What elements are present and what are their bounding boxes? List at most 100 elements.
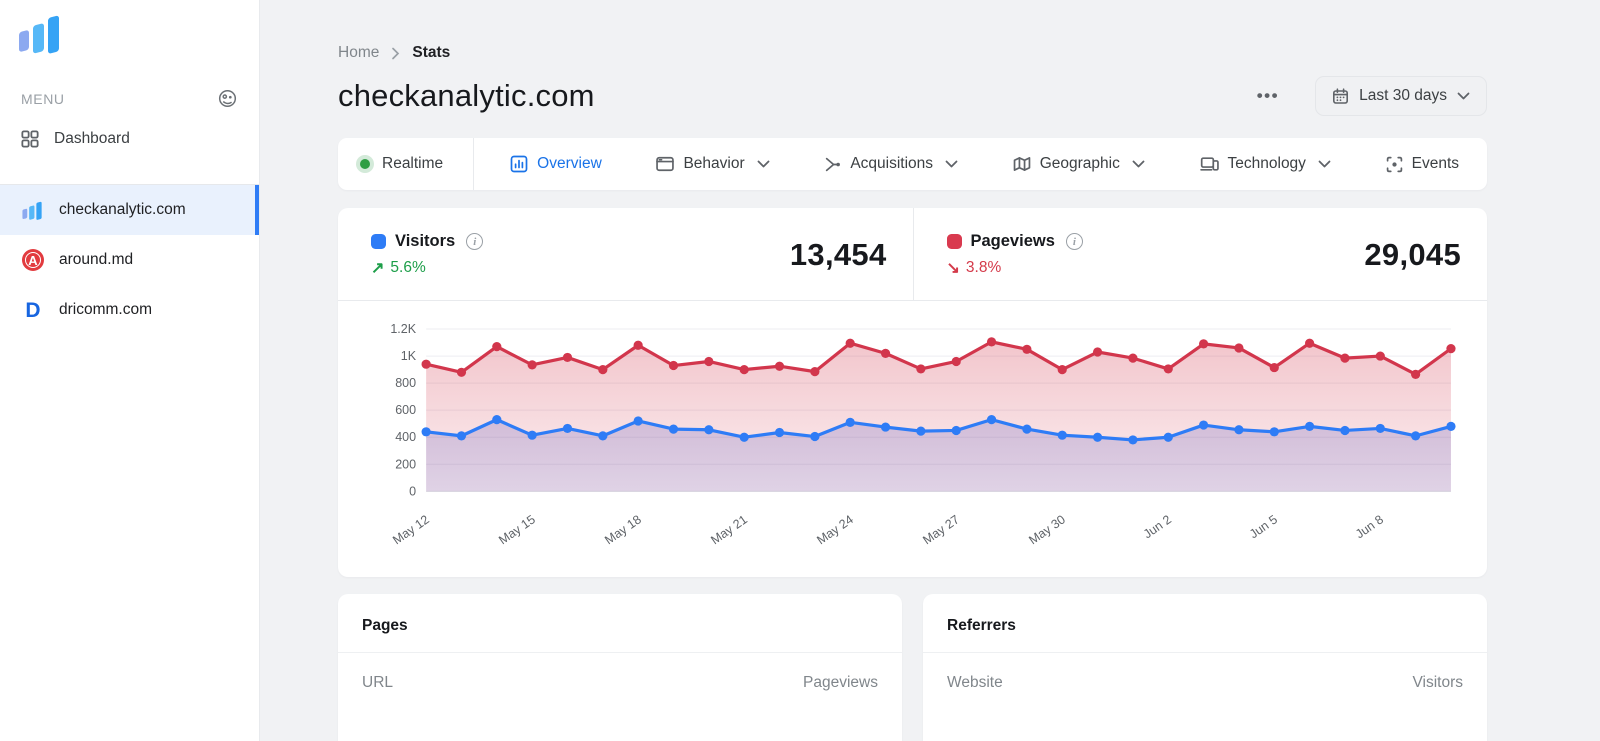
chevron-down-icon bbox=[945, 160, 958, 168]
breadcrumb-current: Stats bbox=[412, 44, 451, 61]
main-content: Home Stats checkanalytic.com ••• Last 30… bbox=[260, 0, 1600, 741]
overview-icon bbox=[510, 155, 528, 173]
dricomm-site-icon: D bbox=[25, 298, 41, 322]
svg-text:May 27: May 27 bbox=[920, 512, 962, 547]
panel-divider bbox=[338, 652, 902, 654]
stat-change: 5.6% bbox=[390, 259, 426, 276]
svg-text:May 18: May 18 bbox=[602, 512, 644, 547]
behavior-icon bbox=[656, 156, 675, 172]
svg-text:800: 800 bbox=[395, 376, 416, 390]
around-site-icon: A bbox=[21, 248, 45, 272]
site-label: checkanalytic.com bbox=[59, 201, 186, 218]
svg-text:0: 0 bbox=[409, 484, 416, 498]
tab-label: Overview bbox=[537, 155, 602, 172]
realtime-dot bbox=[360, 159, 373, 169]
sidebar-item-label: Dashboard bbox=[54, 130, 130, 147]
series-swatch bbox=[371, 234, 386, 249]
info-icon[interactable]: i bbox=[466, 233, 484, 250]
tabbar-divider bbox=[473, 138, 475, 190]
svg-text:Jun 5: Jun 5 bbox=[1247, 512, 1280, 541]
chevron-down-icon bbox=[1132, 160, 1145, 168]
stat-value: 13,454 bbox=[789, 237, 887, 272]
stat-card-pageviews: Pageviews i ↘ 3.8% 29,045 bbox=[912, 208, 1488, 300]
chevron-down-icon bbox=[757, 160, 770, 168]
technology-icon bbox=[1199, 156, 1219, 172]
tab-events[interactable]: Events bbox=[1386, 155, 1459, 173]
geographic-icon bbox=[1013, 156, 1031, 172]
app-logo-icon[interactable] bbox=[16, 10, 66, 56]
site-label: around.md bbox=[59, 251, 134, 268]
calendar-icon bbox=[1332, 87, 1349, 105]
tab-label: Acquisitions bbox=[850, 155, 934, 172]
column-header: Pageviews bbox=[803, 674, 878, 692]
sidebar-item-dashboard[interactable]: Dashboard bbox=[0, 118, 259, 160]
support-icon[interactable] bbox=[218, 89, 237, 108]
tab-label: Behavior bbox=[683, 155, 745, 172]
panel-referrers: Referrers Website Visitors bbox=[923, 594, 1487, 741]
stat-card-visitors: Visitors i ↗ 5.6% 13,454 bbox=[338, 208, 913, 300]
svg-text:May 24: May 24 bbox=[814, 512, 856, 547]
tab-label: Technology bbox=[1227, 155, 1306, 172]
menu-header: MENU bbox=[0, 89, 259, 108]
panel-divider bbox=[923, 652, 1487, 654]
checkanalytic-logo-icon bbox=[21, 198, 45, 222]
tab-label: Geographic bbox=[1039, 155, 1120, 172]
trend-up-arrow-icon: ↗ bbox=[371, 260, 385, 277]
breadcrumb-home[interactable]: Home bbox=[338, 44, 380, 61]
tab-label: Events bbox=[1411, 155, 1459, 172]
breadcrumb: Home Stats bbox=[338, 44, 1487, 62]
svg-text:1K: 1K bbox=[401, 349, 417, 363]
bottom-panels: Pages URL Pageviews Referrers Website Vi… bbox=[338, 594, 1487, 741]
page-title: checkanalytic.com bbox=[338, 78, 595, 113]
sidebar-site-checkanalytic-com[interactable]: checkanalytic.com bbox=[0, 185, 259, 235]
tab-technology[interactable]: Technology bbox=[1199, 155, 1331, 173]
stat-value: 29,045 bbox=[1364, 237, 1461, 272]
stats-row: Visitors i ↗ 5.6% 13,454 Pageviews i ↘ 3… bbox=[338, 208, 1487, 301]
site-label: dricomm.com bbox=[59, 301, 153, 318]
svg-text:May 21: May 21 bbox=[708, 512, 750, 547]
menu-label: MENU bbox=[21, 90, 65, 107]
tab-group: Overview Behavior Acquisitions Geographi… bbox=[474, 155, 1487, 173]
sidebar-divider bbox=[0, 184, 259, 185]
panel-pages: Pages URL Pageviews bbox=[338, 594, 902, 741]
svg-text:May 15: May 15 bbox=[496, 512, 538, 547]
stat-label: Pageviews bbox=[970, 232, 1055, 250]
traffic-chart: 0 200 400 600 800 1K 1.2K May 12 May 15 May 18 May… bbox=[338, 301, 1487, 577]
svg-text:600: 600 bbox=[395, 403, 416, 417]
more-options-button[interactable]: ••• bbox=[1255, 82, 1281, 110]
events-icon bbox=[1386, 156, 1403, 173]
acquisitions-icon bbox=[824, 156, 841, 173]
chevron-down-icon bbox=[1457, 92, 1470, 100]
column-header: Website bbox=[947, 674, 1003, 692]
tab-overview[interactable]: Overview bbox=[510, 155, 602, 173]
info-icon[interactable]: i bbox=[1065, 233, 1083, 250]
tab-behavior[interactable]: Behavior bbox=[656, 155, 770, 173]
analytics-tabbar: Realtime Overview Behavior Acquisitions … bbox=[338, 138, 1487, 190]
series-swatch bbox=[946, 234, 962, 249]
svg-text:Jun 8: Jun 8 bbox=[1353, 512, 1386, 541]
date-range-label: Last 30 days bbox=[1359, 87, 1447, 104]
overview-card: Visitors i ↗ 5.6% 13,454 Pageviews i ↘ 3… bbox=[338, 208, 1487, 578]
tab-acquisitions[interactable]: Acquisitions bbox=[824, 155, 958, 173]
stat-label: Visitors bbox=[395, 232, 456, 250]
tab-realtime[interactable]: Realtime bbox=[338, 155, 473, 173]
svg-text:1.2K: 1.2K bbox=[390, 322, 416, 336]
panel-title: Referrers bbox=[947, 617, 1016, 635]
svg-text:May 12: May 12 bbox=[390, 512, 432, 547]
svg-text:Jun 2: Jun 2 bbox=[1141, 512, 1174, 541]
column-header: URL bbox=[362, 674, 394, 692]
svg-text:400: 400 bbox=[395, 430, 416, 444]
panel-title: Pages bbox=[362, 617, 408, 635]
tab-label: Realtime bbox=[382, 155, 444, 172]
svg-text:200: 200 bbox=[395, 457, 416, 471]
tab-geographic[interactable]: Geographic bbox=[1013, 155, 1145, 173]
dashboard-grid-icon bbox=[21, 130, 39, 148]
column-header: Visitors bbox=[1412, 674, 1463, 692]
trend-down-arrow-icon: ↘ bbox=[946, 260, 960, 277]
svg-text:May 30: May 30 bbox=[1026, 512, 1068, 547]
date-range-button[interactable]: Last 30 days bbox=[1315, 76, 1487, 116]
